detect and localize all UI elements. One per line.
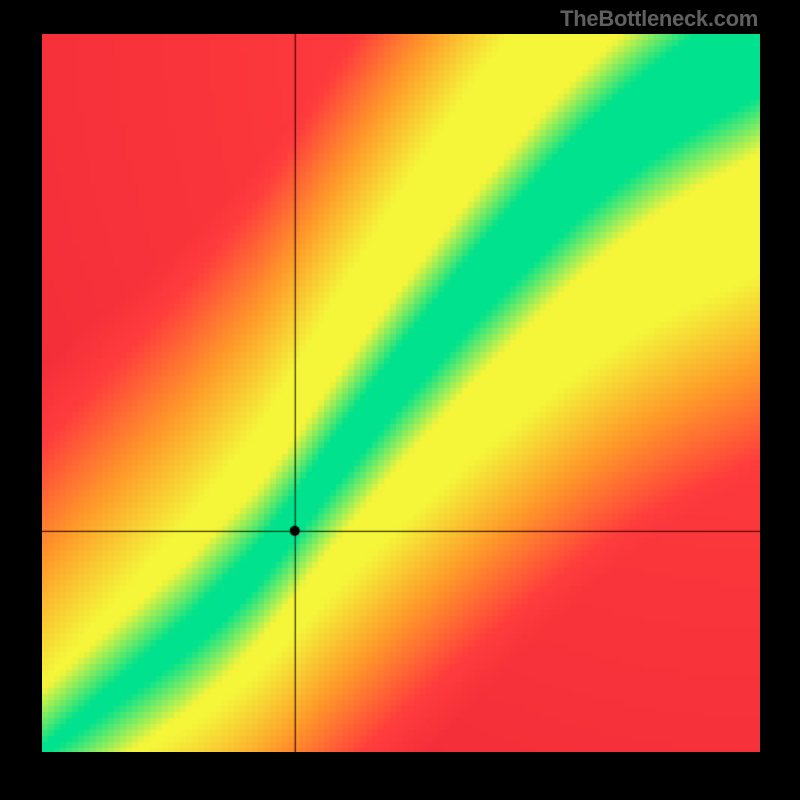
crosshair-overlay (42, 34, 760, 752)
heatmap-plot (42, 34, 760, 752)
watermark-text: TheBottleneck.com (560, 6, 758, 32)
chart-container: TheBottleneck.com (0, 0, 800, 800)
